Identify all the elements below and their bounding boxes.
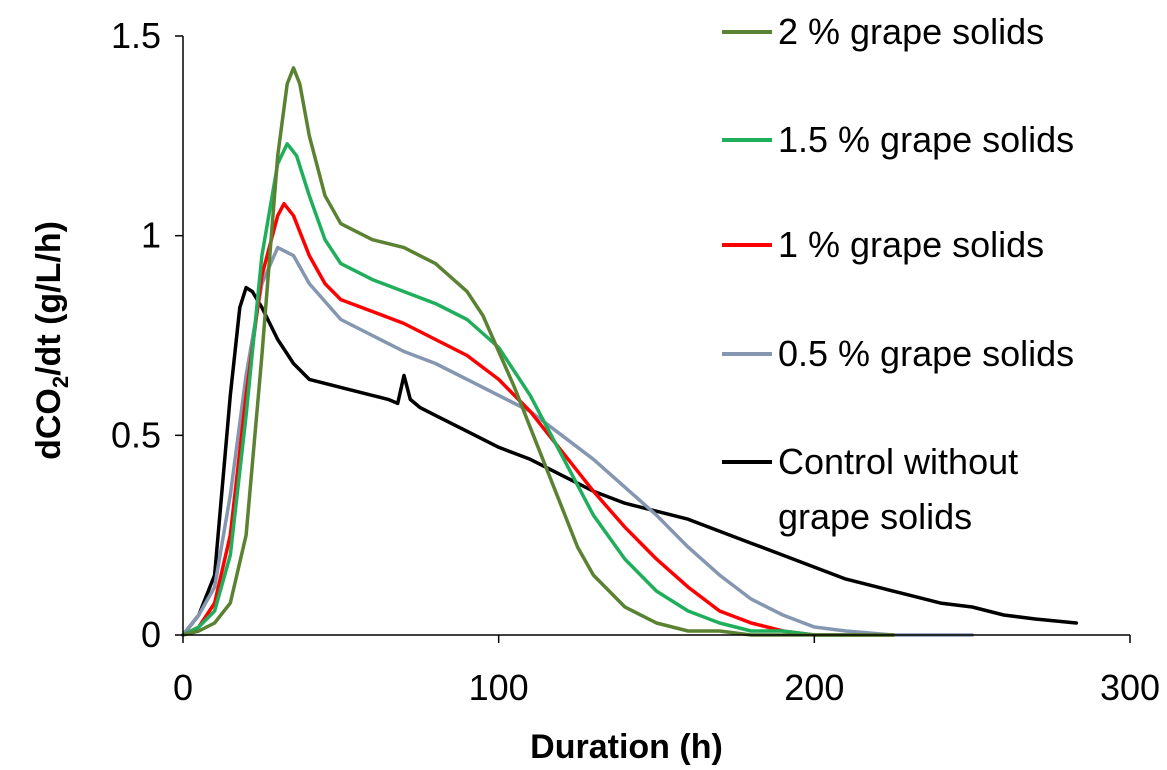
- x-tick-label: 0: [173, 667, 193, 708]
- y-tick-label: 0.5: [111, 414, 161, 455]
- legend-label: Control without: [778, 441, 1018, 482]
- x-tick-label: 300: [1100, 667, 1160, 708]
- y-axis-title-part-2: /dt (g/L/h): [30, 221, 68, 376]
- y-tick-label: 0: [141, 614, 161, 655]
- plot-area: [181, 66, 1079, 637]
- series-line-2-grape-solids: [181, 66, 896, 637]
- legend: 2 % grape solids 1.5 % grape solids 1 % gr…: [722, 11, 1074, 537]
- y-axis-title: dCO2/dt (g/L/h): [30, 221, 73, 460]
- series-line-1-grape-solids: [181, 201, 896, 637]
- y-axis: 0 0.5 1 1.5: [111, 15, 184, 655]
- series-line-control-without-grape-solids: [181, 285, 1079, 637]
- legend-label: 2 % grape solids: [778, 11, 1044, 52]
- y-axis-title-part-1: dCO: [30, 388, 68, 460]
- legend-label: 1.5 % grape solids: [778, 119, 1074, 160]
- legend-label-continued: grape solids: [778, 496, 972, 537]
- y-tick-label: 1.5: [111, 15, 161, 56]
- legend-label: 0.5 % grape solids: [778, 333, 1074, 374]
- y-tick-label: 1: [141, 215, 161, 256]
- series-line-1-5-grape-solids: [181, 142, 896, 637]
- legend-label: 1 % grape solids: [778, 224, 1044, 265]
- x-tick-label: 200: [784, 667, 844, 708]
- y-axis-title-subscript: 2: [48, 376, 73, 388]
- x-axis: 0 100 200 300: [173, 634, 1160, 708]
- x-axis-title: Duration (h): [530, 728, 723, 766]
- x-tick-label: 100: [469, 667, 529, 708]
